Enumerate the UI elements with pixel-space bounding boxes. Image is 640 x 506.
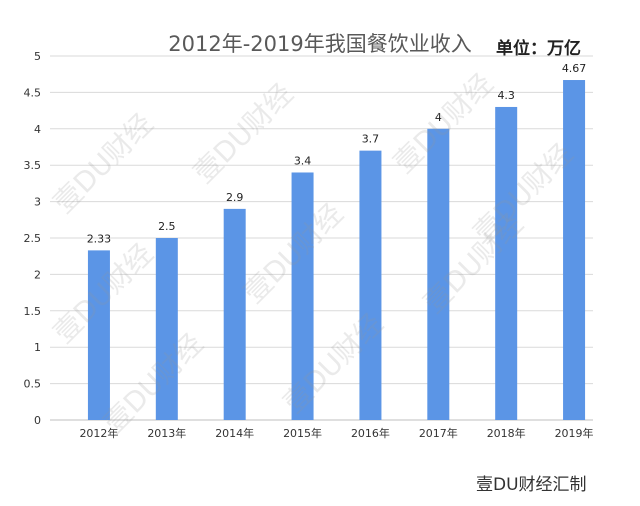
y-tick-label: 2 (34, 268, 41, 281)
y-tick-labels: 0 0.5 1 1.5 2 2.5 3 3.5 4 4.5 5 (24, 50, 42, 427)
value-label: 4.3 (497, 89, 515, 102)
y-tick-label: 1.5 (24, 305, 42, 318)
y-tick-label: 0 (34, 414, 41, 427)
value-labels: 2.33 2.5 2.9 3.4 3.7 4 4.3 4.67 (87, 62, 587, 245)
bar (427, 128, 450, 421)
x-tick-label: 2013年 (147, 426, 186, 440)
x-tick-label: 2017年 (419, 426, 458, 440)
value-label: 2.9 (226, 191, 244, 204)
value-label: 3.4 (294, 154, 312, 167)
bar (563, 80, 586, 421)
x-tick-label: 2014年 (215, 426, 254, 440)
footer-credit: 壹DU财经汇制 (476, 475, 587, 495)
bar (291, 172, 314, 420)
chart-title: 2012年-2019年我国餐饮业收入 (168, 32, 472, 56)
watermark: 壹DU财经 (187, 77, 299, 189)
y-tick-label: 4 (34, 123, 41, 136)
x-tick-label: 2015年 (283, 426, 322, 440)
y-tick-label: 0.5 (24, 378, 42, 391)
unit-label: 单位：万亿 (496, 39, 581, 59)
value-label: 3.7 (362, 133, 380, 146)
y-tick-label: 2.5 (24, 232, 42, 245)
x-tick-labels: 2012年 2013年 2014年 2015年 2016年 2017年 2018年 2019年 (79, 426, 593, 440)
bar (359, 150, 382, 420)
bar (155, 238, 178, 420)
y-tick-label: 1 (34, 341, 41, 354)
y-tick-label: 3.5 (24, 159, 42, 172)
x-tick-label: 2012年 (79, 426, 118, 440)
bars (87, 80, 586, 421)
value-label: 2.33 (87, 232, 112, 245)
y-tick-label: 5 (34, 50, 41, 63)
x-tick-label: 2016年 (351, 426, 390, 440)
value-label: 4 (435, 111, 442, 124)
x-tick-label: 2019年 (555, 426, 594, 440)
x-tick-label: 2018年 (487, 426, 526, 440)
bar (87, 250, 110, 420)
bar (223, 208, 246, 420)
value-label: 4.67 (562, 62, 587, 75)
value-label: 2.5 (158, 220, 176, 233)
bar (495, 106, 518, 421)
y-tick-label: 4.5 (24, 86, 42, 99)
watermark: 壹DU财经 (47, 107, 159, 219)
y-tick-label: 3 (34, 196, 41, 209)
